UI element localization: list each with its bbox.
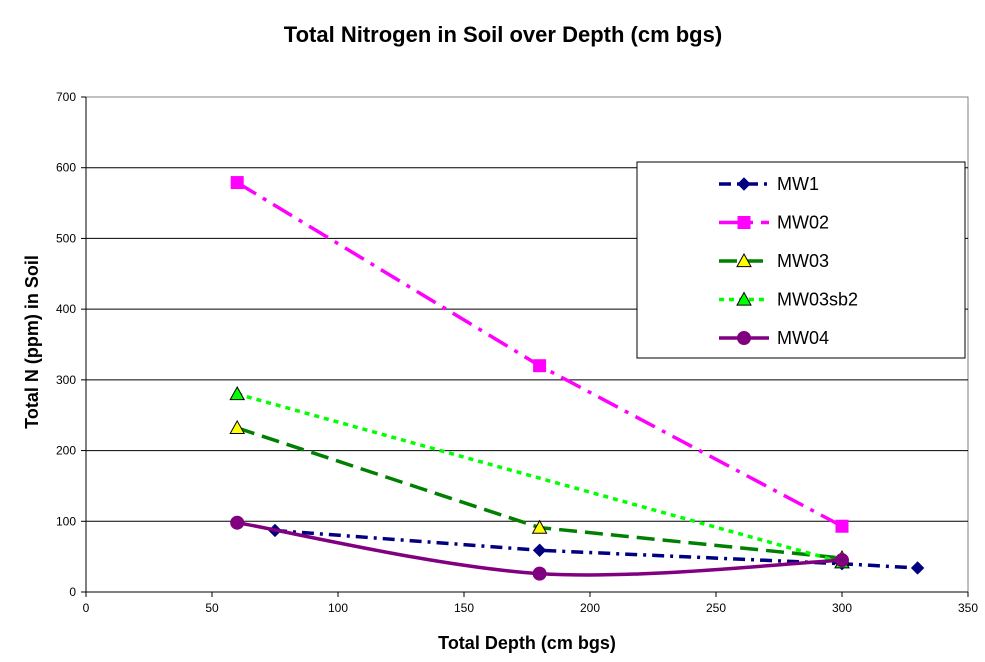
legend-item-mw1: MW1 — [719, 174, 819, 194]
y-axis-label: Total N (ppm) in Soil — [22, 255, 42, 429]
data-point — [531, 519, 548, 534]
x-tick-label: 0 — [83, 601, 90, 615]
legend-marker — [737, 216, 751, 229]
y-axis: 0 100 200 300 400 500 600 700 — [56, 90, 87, 599]
legend-marker — [737, 177, 751, 191]
legend-label: MW1 — [777, 174, 819, 194]
series-mw04 — [230, 515, 849, 581]
x-axis: 0 50 100 150 200 250 300 350 — [83, 591, 978, 615]
data-point — [532, 566, 547, 581]
x-tick-label: 200 — [580, 601, 600, 615]
legend: MW1 MW02 MW03 MW03sb2 MW04 — [636, 161, 966, 359]
chart-title: Total Nitrogen in Soil over Depth (cm bg… — [284, 22, 722, 47]
legend-item-mw02: MW02 — [719, 213, 829, 233]
legend-item-mw03: MW03 — [719, 251, 829, 271]
legend-marker — [737, 331, 751, 345]
data-point — [230, 176, 244, 190]
legend-item-mw04: MW04 — [719, 328, 829, 348]
y-tick-label: 700 — [56, 90, 76, 104]
data-point — [533, 359, 547, 373]
data-point — [229, 419, 246, 435]
x-tick-label: 250 — [706, 601, 726, 615]
y-tick-label: 400 — [56, 302, 76, 316]
x-tick-label: 300 — [832, 601, 852, 615]
legend-marker — [736, 252, 752, 268]
series-line — [236, 392, 843, 564]
legend-label: MW02 — [777, 213, 829, 233]
series-layer — [229, 176, 925, 581]
y-tick-label: 100 — [56, 514, 76, 528]
y-tick-label: 0 — [69, 585, 76, 599]
x-tick-label: 150 — [454, 601, 474, 615]
series-mw02 — [230, 176, 849, 533]
data-point — [835, 519, 849, 533]
legend-label: MW03sb2 — [777, 290, 858, 310]
legend-label: MW03 — [777, 251, 829, 271]
x-tick-label: 350 — [958, 601, 978, 615]
y-tick-label: 300 — [56, 373, 76, 387]
data-point — [229, 385, 246, 401]
series-line — [274, 528, 918, 570]
data-point — [230, 515, 245, 530]
legend-marker — [736, 291, 752, 306]
y-tick-label: 500 — [56, 231, 76, 245]
y-tick-label: 600 — [56, 161, 76, 175]
legend-item-mw03sb2: MW03sb2 — [719, 290, 858, 310]
legend-label: MW04 — [777, 328, 829, 348]
data-point — [532, 543, 547, 557]
x-axis-label: Total Depth (cm bgs) — [438, 633, 616, 653]
data-point — [910, 561, 925, 575]
data-point — [835, 553, 849, 568]
y-tick-label: 200 — [56, 444, 76, 458]
x-tick-label: 100 — [328, 601, 348, 615]
x-tick-label: 50 — [205, 601, 219, 615]
legend-box — [636, 161, 966, 359]
